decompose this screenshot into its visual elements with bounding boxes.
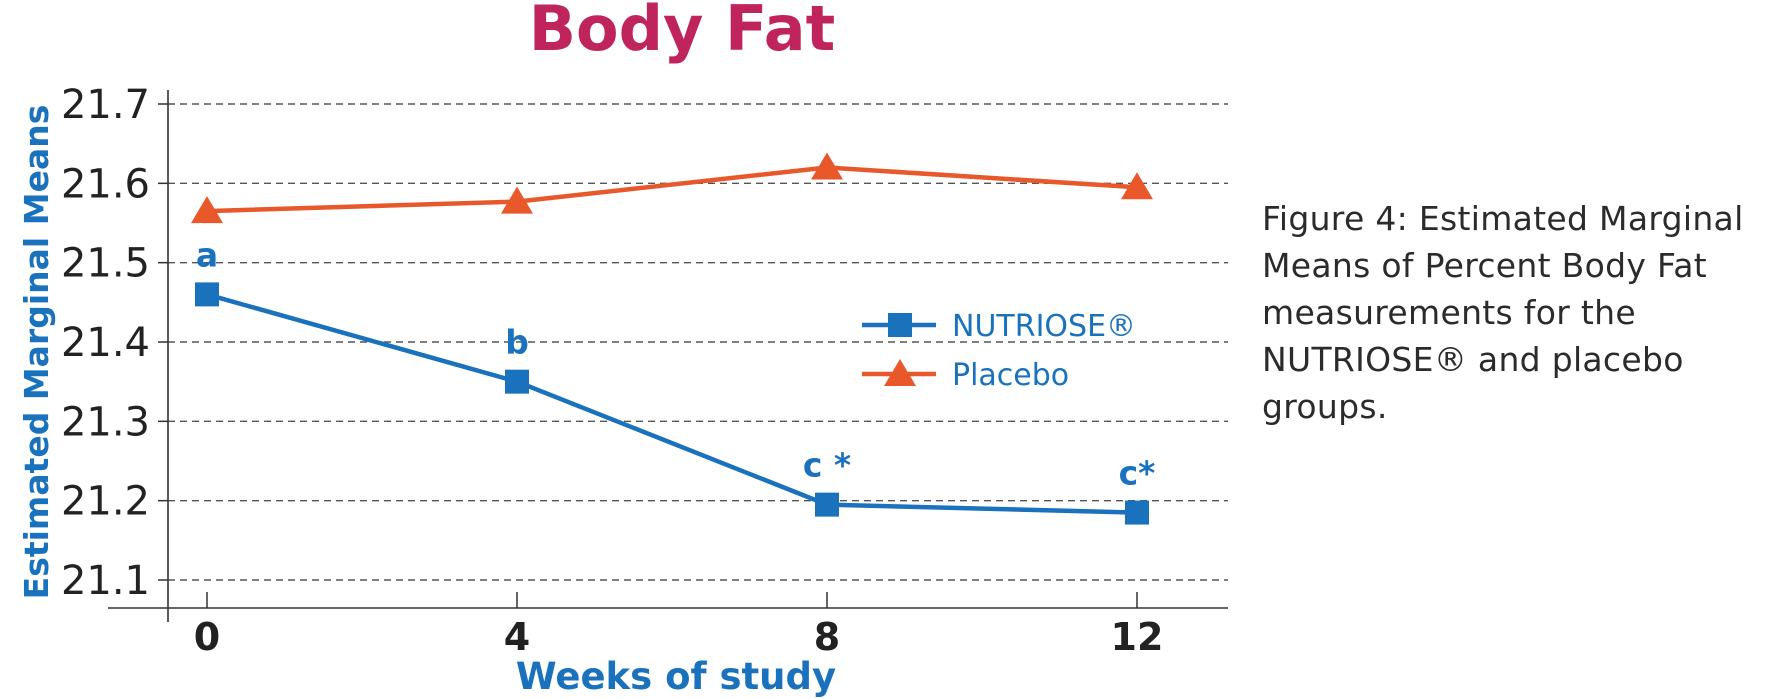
series-placebo <box>191 152 1153 224</box>
series-line <box>206 292 1138 515</box>
data-label: a <box>196 235 218 274</box>
data-point-square <box>505 369 529 394</box>
chart-title: Body Fat <box>529 0 835 65</box>
legend-label: NUTRIOSE® <box>952 309 1136 344</box>
data-point-square <box>815 492 839 517</box>
caption-line: Means of Percent Body Fat <box>1262 246 1707 285</box>
data-label: b <box>505 323 529 362</box>
data-label: c* <box>1119 454 1156 493</box>
series-line <box>206 165 1138 214</box>
data-point-triangle <box>1121 172 1153 200</box>
data-point-triangle <box>501 186 533 214</box>
data-point-square <box>195 282 219 307</box>
axes <box>108 90 1228 622</box>
caption-line: Figure 4: Estimated Marginal <box>1262 199 1744 238</box>
y-tick-label: 21.1 <box>61 558 150 604</box>
x-tick-label: 0 <box>194 615 220 659</box>
figure-caption: Figure 4: Estimated Marginal Means of Pe… <box>1262 195 1772 430</box>
legend-marker-triangle <box>884 359 916 386</box>
x-tick-label: 4 <box>504 615 530 659</box>
caption-line: measurements for the <box>1262 293 1636 332</box>
x-tick-labels: 0 4 8 12 <box>194 592 1164 659</box>
x-tick-label: 12 <box>1111 615 1164 659</box>
caption-line: NUTRIOSE® and placebo <box>1262 340 1684 379</box>
y-axis-label: Estimated Marginal Means <box>17 105 56 600</box>
data-point-triangle <box>191 196 223 224</box>
data-label: c * <box>803 446 851 485</box>
y-tick-label: 21.7 <box>61 82 150 128</box>
x-tick-label: 8 <box>814 615 840 659</box>
y-tick-label: 21.5 <box>61 241 150 287</box>
series-nutriose: a b c * c* <box>195 235 1156 525</box>
y-tick-label: 21.2 <box>61 479 150 525</box>
legend-label: Placebo <box>952 358 1069 393</box>
y-tick-label: 21.3 <box>61 399 150 445</box>
caption-line: groups. <box>1262 387 1388 426</box>
y-tick-labels: 21.7 21.6 21.5 21.4 21.3 21.2 21.1 <box>61 82 150 604</box>
y-tick-label: 21.6 <box>61 161 150 207</box>
y-tick-label: 21.4 <box>61 320 150 366</box>
data-point-triangle <box>811 152 843 180</box>
x-axis-label: Weeks of study <box>516 655 836 698</box>
legend-marker-square <box>888 313 912 337</box>
legend: NUTRIOSE® Placebo <box>862 309 1136 393</box>
series-layer: a b c * c* <box>191 152 1156 525</box>
data-point-square <box>1125 500 1149 525</box>
